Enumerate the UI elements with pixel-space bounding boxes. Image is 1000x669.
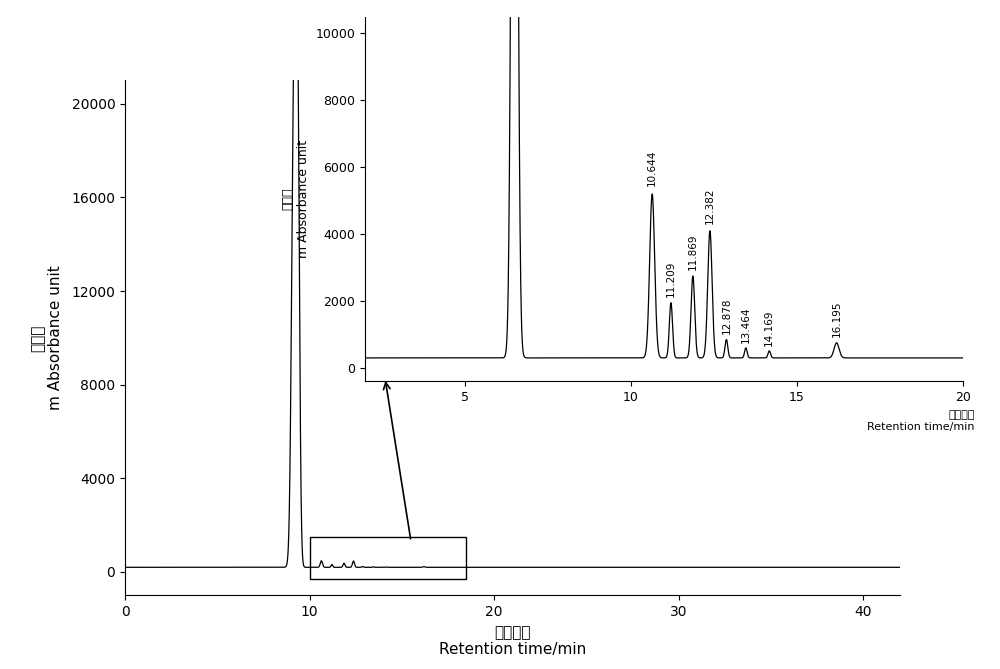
- Text: 12.382: 12.382: [705, 187, 715, 224]
- Text: 12.878: 12.878: [721, 298, 731, 334]
- Text: 11.869: 11.869: [688, 233, 698, 270]
- Bar: [310, 537, 466, 579]
- Y-axis label: 电信号
m Absorbance unit: 电信号 m Absorbance unit: [31, 266, 63, 410]
- X-axis label: 保留时间
Retention time/min: 保留时间 Retention time/min: [439, 625, 586, 657]
- Text: 11.209: 11.209: [666, 260, 676, 296]
- Y-axis label: 电信号
m Absorbance unit: 电信号 m Absorbance unit: [282, 140, 310, 258]
- Text: 保留时间
Retention time/min: 保留时间 Retention time/min: [867, 411, 975, 432]
- Text: 13.464: 13.464: [741, 306, 751, 343]
- Text: 10.644: 10.644: [647, 149, 657, 185]
- Text: 16.195: 16.195: [832, 300, 842, 337]
- Text: 14.169: 14.169: [764, 309, 774, 345]
